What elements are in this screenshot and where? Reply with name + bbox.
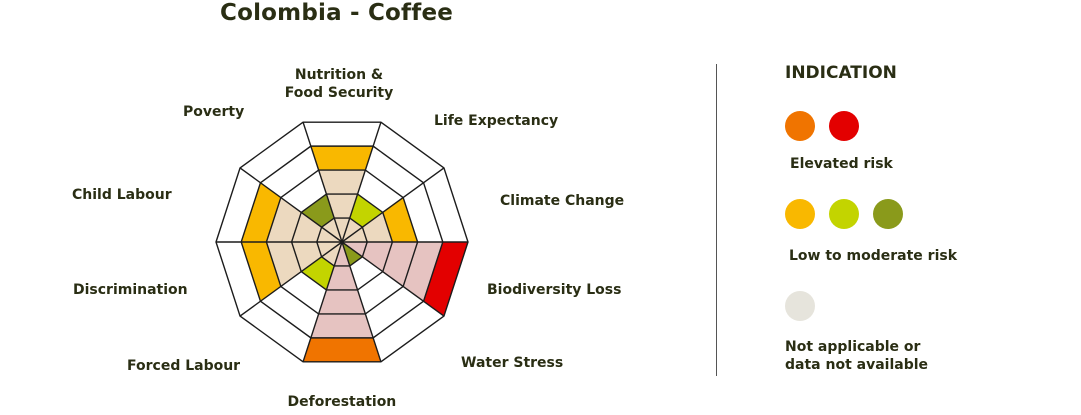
radar-band-life-expectancy [349,194,383,228]
radar-band-nutrition-food-security [310,146,374,171]
legend-title: INDICATION [785,63,897,83]
axis-label-forced-labour: Forced Labour [127,358,241,374]
legend-dot-olive [873,199,903,229]
divider [716,64,717,376]
axis-label-poverty: Poverty [183,104,245,120]
chart-title: Colombia - Coffee [220,0,454,26]
radar-segment-bg-nutrition-food-security [318,170,366,242]
legend-label-na: Not applicable or data not available [785,339,929,373]
radar-spoke [341,121,382,243]
radar-band-deforestation [303,337,381,362]
axis-label-life-expectancy: Life Expectancy [434,113,559,129]
axis-label-deforestation: Deforestation [287,394,397,410]
radar-segment-bg-climate-change [342,212,393,242]
axis-label-biodiversity-loss: Biodiversity Loss [487,282,622,298]
radar-spoke [341,241,445,317]
radar-spoke [341,167,445,243]
radar-band-climate-change [382,197,418,242]
axis-label-discrimination: Discrimination [73,282,188,298]
legend-dot-orange [785,111,815,141]
axis-label-water-stress: Water Stress [461,355,564,371]
axis-label-nutrition-food-security: Nutrition & Food Security [284,67,394,101]
radar-spoke [302,121,343,243]
radar-band-forced-labour [301,256,335,290]
radar-band-poverty [301,194,335,228]
axis-label-child-labour: Child Labour [72,187,172,203]
axis-label-climate-change: Climate Change [500,193,625,209]
radar-spoke [302,241,343,363]
radar-spoke [239,167,343,243]
legend-dot-gray [785,291,815,321]
radar-segment-bg-biodiversity-loss [342,242,443,302]
radar-band-biodiversity-loss [423,242,468,317]
radar-segment-bg-child-labour [266,197,342,242]
legend-label-low-moderate: Low to moderate risk [789,248,958,264]
legend-dot-red [829,111,859,141]
radar-spoke [341,241,382,363]
radar-segment-bg-discrimination [266,242,342,287]
legend-dot-yellow [785,199,815,229]
radar-spoke [239,241,343,317]
legend-label-elevated: Elevated risk [790,156,893,172]
legend-dot-lime [829,199,859,229]
radar-chart [215,121,469,363]
